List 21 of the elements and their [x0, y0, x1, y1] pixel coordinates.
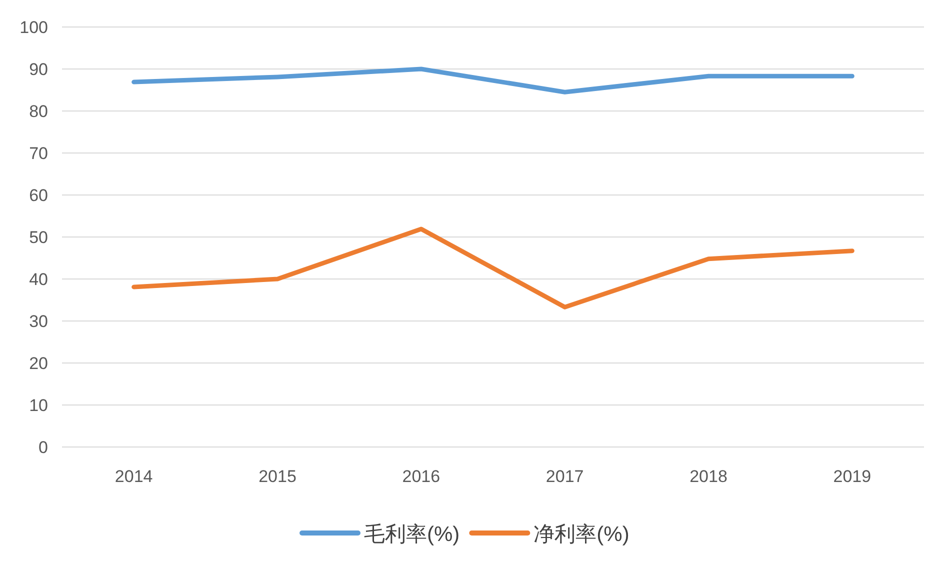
y-tick-label: 80 — [29, 102, 48, 121]
y-tick-label: 30 — [29, 312, 48, 331]
legend-label: 净利率(%) — [534, 523, 630, 546]
y-tick-label: 70 — [29, 144, 48, 163]
y-tick-label: 0 — [38, 438, 48, 457]
x-tick-label: 2014 — [114, 467, 153, 486]
line-series — [132, 226, 854, 310]
y-tick-label: 100 — [20, 18, 48, 37]
x-tick-label: 2019 — [833, 467, 872, 486]
x-tick-label: 2017 — [546, 467, 584, 486]
x-tick-label: 2015 — [258, 467, 296, 486]
y-tick-label: 10 — [29, 396, 48, 415]
x-tick-label: 2016 — [402, 467, 440, 486]
line-series — [132, 66, 854, 94]
y-tick-label: 60 — [29, 186, 48, 205]
y-tick-label: 40 — [29, 270, 48, 289]
y-tick-label: 50 — [29, 228, 48, 247]
legend-label: 毛利率(%) — [364, 523, 460, 546]
y-tick-label: 20 — [29, 354, 48, 373]
x-tick-label: 2018 — [690, 467, 728, 486]
y-tick-label: 90 — [29, 60, 48, 79]
